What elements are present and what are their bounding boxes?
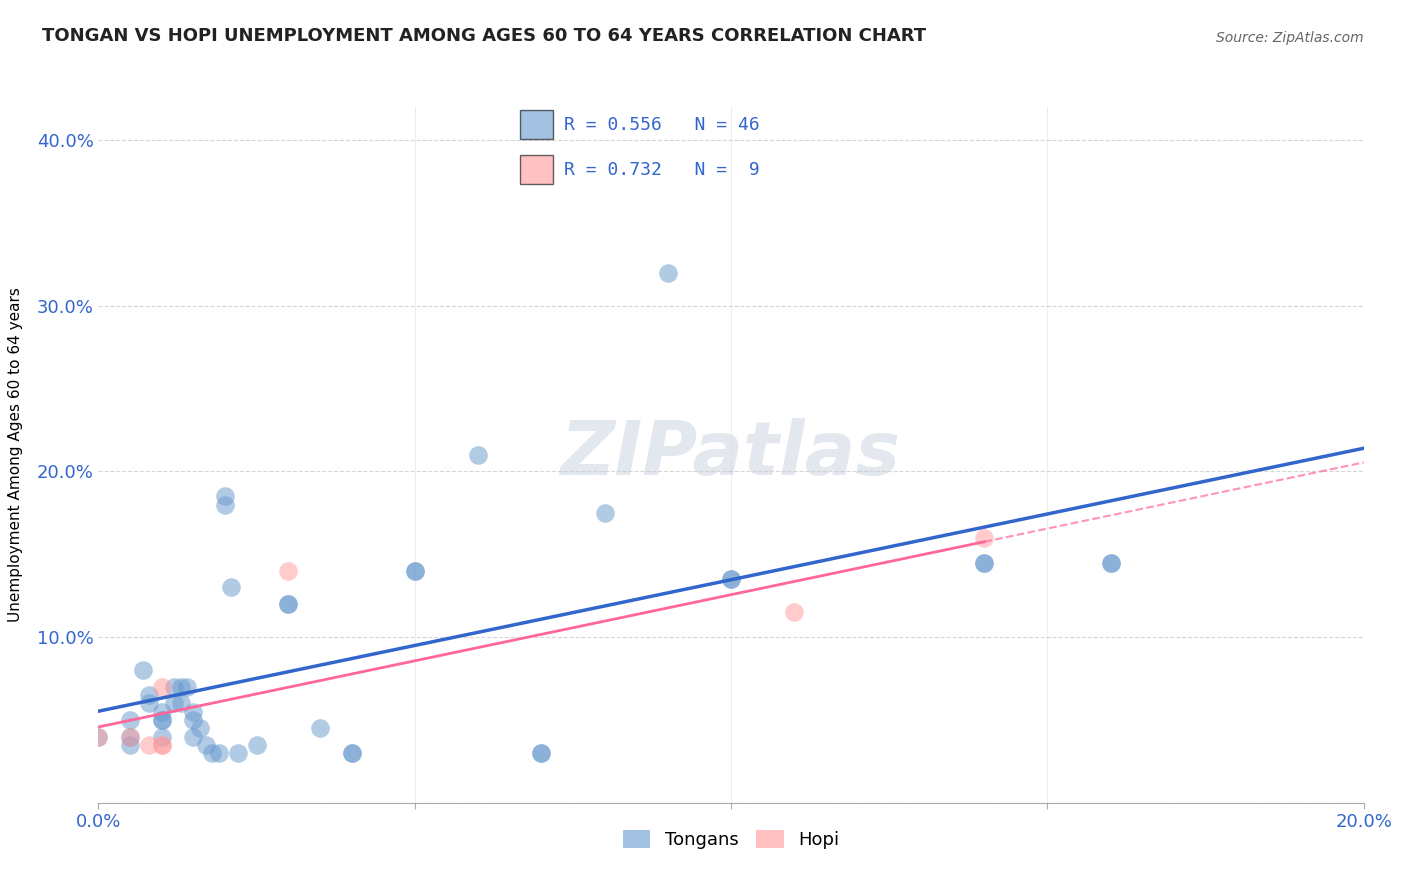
Point xyxy=(150,730,173,744)
Point xyxy=(163,680,186,694)
Text: R = 0.732   N =  9: R = 0.732 N = 9 xyxy=(564,161,759,178)
Point xyxy=(150,738,173,752)
Point xyxy=(1099,556,1122,570)
Point xyxy=(219,581,243,595)
Point xyxy=(120,730,141,744)
Point xyxy=(150,705,173,719)
Point xyxy=(176,680,198,694)
Point xyxy=(246,738,269,752)
Point xyxy=(214,498,236,512)
Point xyxy=(150,713,173,727)
Point xyxy=(138,697,160,711)
Point xyxy=(138,688,160,702)
Point xyxy=(973,531,995,545)
Y-axis label: Unemployment Among Ages 60 to 64 years: Unemployment Among Ages 60 to 64 years xyxy=(8,287,22,623)
Point xyxy=(201,746,224,760)
Text: Source: ZipAtlas.com: Source: ZipAtlas.com xyxy=(1216,30,1364,45)
Point xyxy=(593,506,616,520)
Point xyxy=(150,738,173,752)
Point xyxy=(340,746,363,760)
Point xyxy=(309,721,332,735)
Point xyxy=(1099,556,1122,570)
Point xyxy=(169,697,191,711)
Text: R = 0.556   N = 46: R = 0.556 N = 46 xyxy=(564,116,759,134)
Point xyxy=(183,713,205,727)
Point xyxy=(277,564,299,578)
Point xyxy=(120,713,141,727)
Point xyxy=(208,746,231,760)
Point xyxy=(132,663,155,677)
Point xyxy=(404,564,426,578)
Point xyxy=(150,713,173,727)
Point xyxy=(530,746,553,760)
Point xyxy=(720,572,742,586)
Point xyxy=(183,730,205,744)
Point xyxy=(87,730,110,744)
Point xyxy=(226,746,249,760)
Point xyxy=(973,556,995,570)
Point xyxy=(467,448,489,462)
Point xyxy=(530,746,553,760)
Text: ZIPatlas: ZIPatlas xyxy=(561,418,901,491)
Point xyxy=(973,556,995,570)
FancyBboxPatch shape xyxy=(520,110,554,139)
Point xyxy=(404,564,426,578)
Point xyxy=(169,680,191,694)
Point xyxy=(183,705,205,719)
Point xyxy=(188,721,211,735)
Point xyxy=(120,730,141,744)
Point xyxy=(163,697,186,711)
Point xyxy=(340,746,363,760)
Point xyxy=(138,738,160,752)
Point xyxy=(720,572,742,586)
Point xyxy=(87,730,110,744)
Point xyxy=(783,605,806,619)
Point xyxy=(277,597,299,611)
Point xyxy=(150,680,173,694)
Text: TONGAN VS HOPI UNEMPLOYMENT AMONG AGES 60 TO 64 YEARS CORRELATION CHART: TONGAN VS HOPI UNEMPLOYMENT AMONG AGES 6… xyxy=(42,27,927,45)
Point xyxy=(277,597,299,611)
Legend: Tongans, Hopi: Tongans, Hopi xyxy=(616,822,846,856)
Point xyxy=(657,266,679,280)
Point xyxy=(194,738,218,752)
FancyBboxPatch shape xyxy=(520,155,554,185)
Point xyxy=(214,489,236,503)
Point xyxy=(120,738,141,752)
